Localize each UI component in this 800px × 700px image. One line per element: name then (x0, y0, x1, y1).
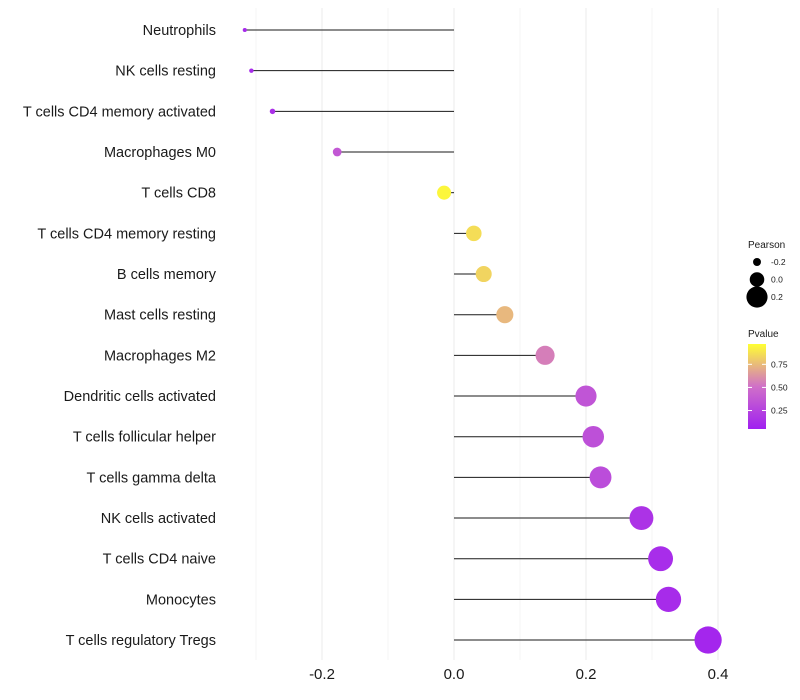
point-7 (496, 306, 514, 324)
category-label-1: NK cells resting (115, 64, 216, 80)
point-9 (575, 385, 597, 407)
x-tick-label-0: -0.2 (309, 666, 335, 683)
category-label-9: Dendritic cells activated (64, 389, 216, 405)
point-6 (475, 265, 492, 283)
lollipop-sticks (244, 29, 709, 641)
legend-color-label-1: 0.50 (771, 382, 788, 392)
legend-size-label-1: 0.0 (771, 275, 783, 285)
category-label-15: T cells regulatory Tregs (66, 633, 216, 649)
category-label-11: T cells gamma delta (87, 470, 217, 486)
category-label-4: T cells CD8 (141, 186, 216, 202)
point-14 (655, 586, 682, 613)
x-tick-label-3: 0.4 (708, 666, 729, 683)
point-1 (249, 68, 254, 73)
category-label-6: B cells memory (117, 267, 217, 283)
lollipop-points (242, 27, 722, 654)
category-labels: Neutrophils NK cells resting T cells CD4 m… (23, 23, 217, 649)
x-tick-label-2: 0.2 (576, 666, 597, 683)
category-label-2: T cells CD4 memory activated (23, 104, 216, 120)
legend-size-label-0: -0.2 (771, 257, 786, 267)
category-label-7: Mast cells resting (104, 308, 216, 324)
point-13 (648, 546, 674, 572)
x-tick-label-1: 0.0 (444, 666, 465, 683)
point-2 (269, 108, 276, 115)
legend-color-title: Pvalue (748, 329, 779, 340)
category-label-14: Monocytes (146, 592, 216, 608)
point-10 (582, 425, 605, 448)
grid-lines (255, 8, 719, 660)
legend-color-label-2: 0.25 (771, 406, 788, 416)
legend-color-bar (748, 344, 766, 429)
legend-size-key-2 (746, 286, 768, 308)
legend: Pearson Pvalue -0.2 0.0 0.2 0.75 0.50 0.25 (746, 240, 788, 429)
legend-color-label-0: 0.75 (771, 359, 788, 369)
point-0 (242, 27, 247, 33)
category-label-13: T cells CD4 naive (103, 552, 216, 568)
point-15 (694, 626, 722, 654)
point-3 (332, 147, 342, 157)
category-label-0: Neutrophils (143, 23, 216, 39)
point-11 (589, 466, 612, 489)
x-tick-labels: -0.2 0.0 0.2 0.4 (309, 666, 728, 683)
category-label-5: T cells CD4 memory resting (37, 226, 216, 242)
point-5 (466, 225, 482, 242)
point-4 (437, 185, 452, 200)
category-label-8: Macrophages M2 (104, 348, 216, 364)
category-label-3: Macrophages M0 (104, 145, 216, 161)
category-label-12: NK cells activated (101, 511, 216, 527)
point-8 (535, 345, 555, 365)
legend-size-key-1 (749, 272, 765, 287)
legend-size-label-2: 0.2 (771, 292, 783, 302)
legend-size-key-0 (753, 258, 761, 266)
legend-size-title: Pearson (748, 240, 785, 251)
point-12 (629, 506, 654, 531)
category-label-10: T cells follicular helper (73, 430, 216, 446)
